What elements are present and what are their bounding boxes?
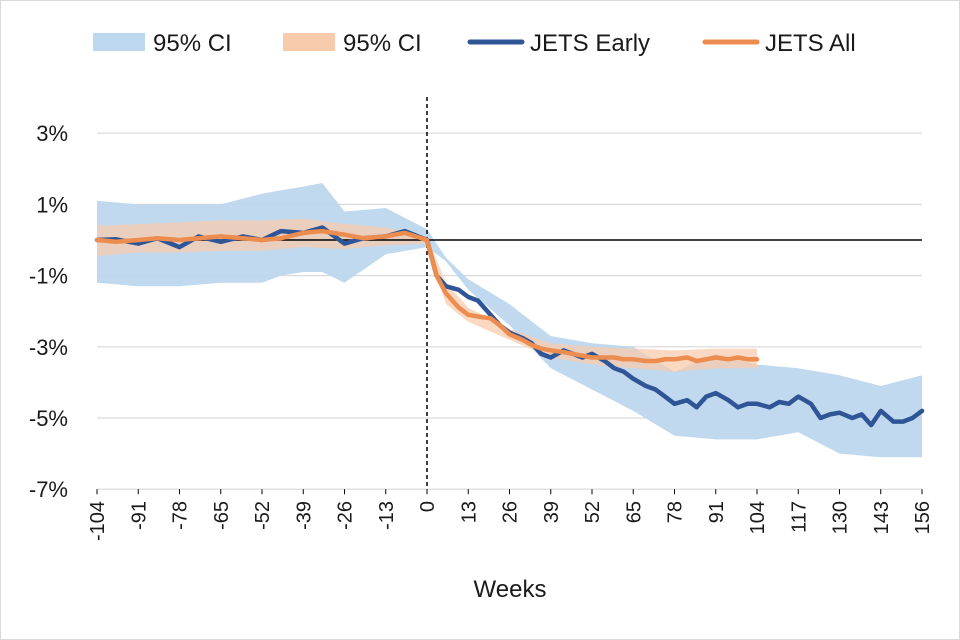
x-tick-label: 26 <box>500 501 522 523</box>
legend-label: 95% CI <box>153 30 232 57</box>
x-tick-label: 104 <box>747 501 769 534</box>
legend-label: JETS All <box>765 30 856 57</box>
x-tick-label: 130 <box>830 501 852 534</box>
x-tick-label: 78 <box>665 501 687 523</box>
x-tick-label: 143 <box>871 501 893 534</box>
x-tick-label: -39 <box>293 501 315 530</box>
x-axis-title: Weeks <box>474 576 547 603</box>
series-line-jets-early <box>94 225 925 428</box>
x-tick-label: 65 <box>623 501 645 523</box>
y-tick-label: -7% <box>29 477 68 502</box>
x-tick-label: 13 <box>458 501 480 523</box>
ci-band-all <box>97 218 757 372</box>
confidence-bands <box>97 183 922 458</box>
legend-label: 95% CI <box>343 30 422 57</box>
series-line-jets-all <box>94 228 760 364</box>
x-tick-label: 39 <box>541 501 563 523</box>
x-tick-label: 117 <box>788 501 810 533</box>
x-tick-label: -52 <box>252 501 274 530</box>
series-lines <box>94 225 925 428</box>
x-tick-label: -104 <box>87 501 109 541</box>
y-axis-ticks: 3% 1% -1% -3% -5% -7% <box>29 121 68 502</box>
x-tick-label: -13 <box>376 501 398 530</box>
legend-label: JETS Early <box>530 30 650 57</box>
x-tick-label: -91 <box>128 501 150 530</box>
y-tick-label: -3% <box>29 335 68 360</box>
ci-band-early <box>97 183 922 458</box>
x-axis-ticks: -104 -91 -78 -65 -52 -39 -26 -13 0 13 26 39 52 65 78 91… <box>87 489 934 541</box>
x-tick-label: 156 <box>912 501 934 534</box>
legend-swatch-ci <box>283 33 335 51</box>
y-tick-label: 1% <box>36 192 68 217</box>
y-tick-label: -1% <box>29 264 68 289</box>
x-tick-label: -65 <box>211 501 233 530</box>
x-tick-label: -78 <box>170 501 192 530</box>
legend-swatch-ci <box>93 33 145 51</box>
y-tick-label: -5% <box>29 406 68 431</box>
x-tick-label: -26 <box>335 501 357 530</box>
y-tick-label: 3% <box>36 121 68 146</box>
x-tick-label: 91 <box>706 501 728 523</box>
legend: 95% CI 95% CI JETS Early JETS All <box>93 30 856 57</box>
x-tick-label: 52 <box>582 501 604 523</box>
x-tick-label: 0 <box>417 501 439 512</box>
